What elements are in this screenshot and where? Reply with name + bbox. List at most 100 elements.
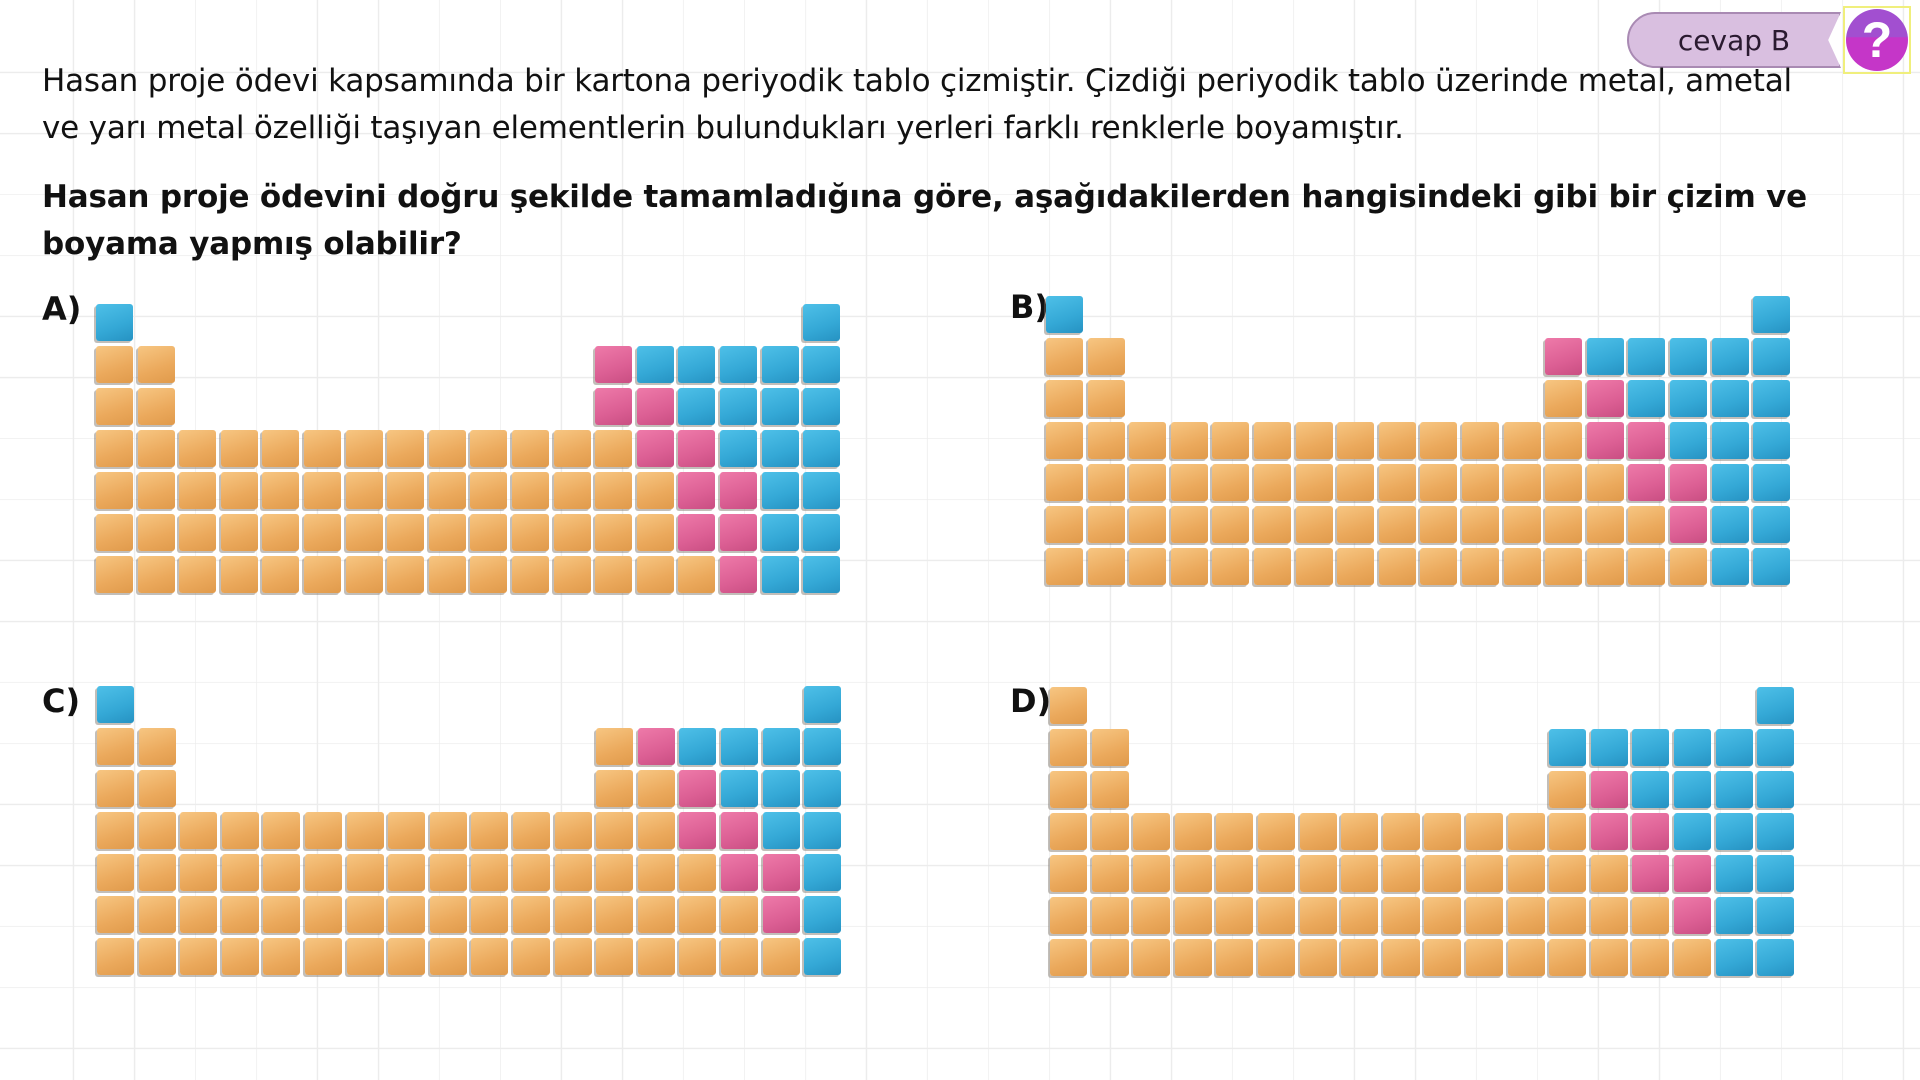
- metal-cell: [1133, 897, 1171, 934]
- option-a-periodic-table[interactable]: [96, 304, 844, 594]
- metal-cell: [513, 938, 550, 975]
- metal-cell: [1216, 939, 1254, 976]
- option-d-label[interactable]: D): [1010, 682, 1052, 720]
- nonmetal-cell: [1753, 506, 1791, 543]
- option-a-label[interactable]: A): [42, 290, 82, 328]
- metal-cell: [1632, 939, 1670, 976]
- nonmetal-cell: [1753, 380, 1791, 417]
- metal-cell: [262, 430, 300, 467]
- metal-cell: [304, 514, 341, 551]
- metal-cell: [1549, 855, 1587, 892]
- semimetal-cell: [1590, 771, 1628, 808]
- nonmetal-cell: [761, 430, 799, 467]
- nonmetal-cell: [720, 388, 757, 425]
- metal-cell: [179, 556, 217, 593]
- nonmetal-cell: [1757, 729, 1795, 766]
- metal-cell: [1674, 939, 1711, 976]
- metal-cell: [1420, 506, 1458, 543]
- nonmetal-cell: [1715, 897, 1753, 934]
- metal-cell: [1628, 506, 1666, 543]
- metal-cell: [263, 938, 301, 975]
- metal-cell: [387, 514, 425, 551]
- metal-cell: [1507, 855, 1545, 892]
- semimetal-cell: [721, 812, 758, 849]
- metal-cell: [1382, 813, 1420, 850]
- nonmetal-cell: [804, 686, 842, 723]
- metal-cell: [304, 472, 341, 509]
- option-c-periodic-table[interactable]: [97, 686, 845, 976]
- metal-cell: [1170, 464, 1208, 501]
- metal-cell: [1378, 548, 1416, 585]
- option-b-periodic-table[interactable]: [1046, 296, 1794, 586]
- metal-cell: [1462, 548, 1499, 585]
- metal-cell: [180, 938, 218, 975]
- metal-cell: [513, 812, 550, 849]
- metal-cell: [1050, 813, 1087, 850]
- semimetal-cell: [1632, 855, 1670, 892]
- nonmetal-cell: [804, 728, 842, 765]
- nonmetal-cell: [1632, 729, 1670, 766]
- metal-cell: [388, 896, 426, 933]
- metal-cell: [1462, 464, 1499, 501]
- metal-cell: [1628, 548, 1666, 585]
- metal-cell: [345, 556, 383, 593]
- metal-cell: [180, 854, 218, 891]
- semimetal-cell: [1670, 506, 1707, 543]
- metal-cell: [220, 472, 258, 509]
- metal-cell: [387, 472, 425, 509]
- metal-cell: [470, 556, 508, 593]
- nonmetal-cell: [1715, 813, 1753, 850]
- metal-cell: [637, 770, 675, 807]
- metal-cell: [1170, 422, 1208, 459]
- metal-cell: [554, 854, 592, 891]
- nonmetal-cell: [720, 346, 757, 383]
- option-d-periodic-table[interactable]: [1050, 687, 1798, 977]
- semimetal-cell: [679, 770, 717, 807]
- metal-cell: [513, 854, 550, 891]
- metal-cell: [346, 896, 384, 933]
- question-prompt: Hasan proje ödevini doğru şekilde tamaml…: [42, 179, 1807, 262]
- metal-cell: [345, 514, 383, 551]
- metal-cell: [1046, 548, 1083, 585]
- answer-badge[interactable]: cevap B: [1627, 12, 1841, 68]
- metal-cell: [1424, 939, 1462, 976]
- nonmetal-cell: [1757, 939, 1795, 976]
- nonmetal-cell: [1670, 338, 1707, 375]
- metal-cell: [180, 896, 218, 933]
- metal-cell: [137, 388, 175, 425]
- metal-cell: [1503, 506, 1541, 543]
- nonmetal-cell: [1753, 548, 1791, 585]
- metal-cell: [429, 812, 467, 849]
- semimetal-cell: [720, 556, 757, 593]
- metal-cell: [1295, 548, 1333, 585]
- metal-cell: [387, 556, 425, 593]
- metal-cell: [1170, 506, 1208, 543]
- metal-cell: [1466, 855, 1503, 892]
- nonmetal-cell: [1590, 729, 1628, 766]
- help-button[interactable]: ?: [1843, 6, 1911, 74]
- semimetal-cell: [721, 854, 758, 891]
- metal-cell: [1378, 506, 1416, 543]
- nonmetal-cell: [1046, 296, 1083, 333]
- metal-cell: [262, 472, 300, 509]
- nonmetal-cell: [804, 812, 842, 849]
- metal-cell: [1254, 464, 1291, 501]
- option-c-label[interactable]: C): [42, 682, 81, 720]
- metal-cell: [595, 430, 633, 467]
- metal-cell: [1424, 897, 1462, 934]
- metal-cell: [346, 938, 384, 975]
- metal-cell: [138, 896, 176, 933]
- nonmetal-cell: [1674, 771, 1711, 808]
- metal-cell: [554, 812, 592, 849]
- metal-cell: [1378, 464, 1416, 501]
- metal-cell: [1174, 939, 1212, 976]
- metal-cell: [1420, 548, 1458, 585]
- metal-cell: [1091, 813, 1129, 850]
- nonmetal-cell: [1715, 939, 1753, 976]
- metal-cell: [220, 556, 258, 593]
- metal-cell: [1590, 855, 1628, 892]
- semimetal-cell: [1628, 422, 1666, 459]
- metal-cell: [1424, 813, 1462, 850]
- metal-cell: [221, 938, 259, 975]
- option-b-label[interactable]: B): [1010, 288, 1050, 326]
